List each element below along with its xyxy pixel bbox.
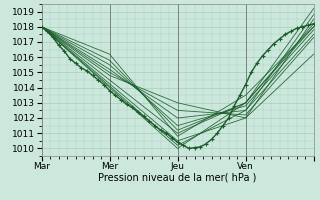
X-axis label: Pression niveau de la mer( hPa ): Pression niveau de la mer( hPa ) <box>99 173 257 183</box>
